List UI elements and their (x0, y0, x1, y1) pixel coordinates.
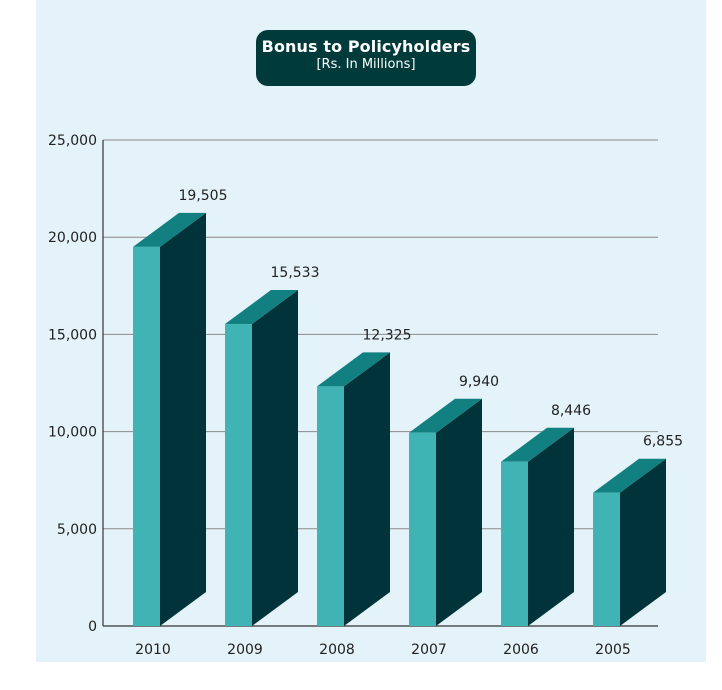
bar-top (133, 212, 206, 247)
data-label: 12,325 (363, 327, 412, 343)
x-tick-label: 2006 (503, 642, 539, 658)
chart-title-box: Bonus to Policyholders [Rs. In Millions] (256, 30, 476, 86)
bar-side (528, 427, 574, 626)
bar-top (593, 458, 666, 493)
data-label: 19,505 (179, 188, 228, 204)
y-tick-label: 15,000 (48, 327, 97, 343)
bar (409, 432, 436, 626)
bar-side (344, 352, 390, 626)
bar (225, 324, 252, 626)
y-tick-label: 20,000 (48, 230, 97, 246)
y-tick-label: 5,000 (57, 522, 97, 538)
bar-top (409, 398, 482, 433)
chart-title: Bonus to Policyholders (261, 37, 471, 56)
bar-top (225, 290, 298, 325)
chart-subtitle: [Rs. In Millions] (316, 57, 416, 72)
y-tick-label: 25,000 (48, 133, 97, 149)
bar (317, 386, 344, 626)
bar-side (620, 458, 666, 626)
bar (133, 246, 160, 626)
x-tick-label: 2005 (595, 642, 631, 658)
y-tick-label: 10,000 (48, 425, 97, 441)
x-tick-label: 2009 (227, 642, 263, 658)
y-tick-label: 0 (88, 619, 97, 635)
bar-side (252, 290, 298, 626)
bar-side (160, 212, 206, 626)
x-tick-label: 2008 (319, 642, 355, 658)
bar-top (501, 427, 574, 462)
bar (501, 461, 528, 626)
data-label: 6,855 (643, 434, 683, 450)
data-label: 9,940 (459, 374, 499, 390)
bar-top (317, 352, 390, 387)
data-label: 15,533 (271, 265, 320, 281)
bar (593, 492, 620, 626)
data-label: 8,446 (551, 403, 591, 419)
x-tick-label: 2007 (411, 642, 447, 658)
x-tick-label: 2010 (135, 642, 171, 658)
bar-side (436, 398, 482, 626)
